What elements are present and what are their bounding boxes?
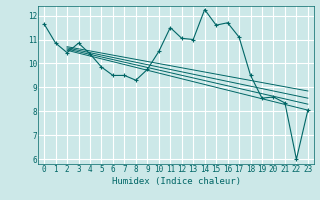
X-axis label: Humidex (Indice chaleur): Humidex (Indice chaleur) xyxy=(111,177,241,186)
